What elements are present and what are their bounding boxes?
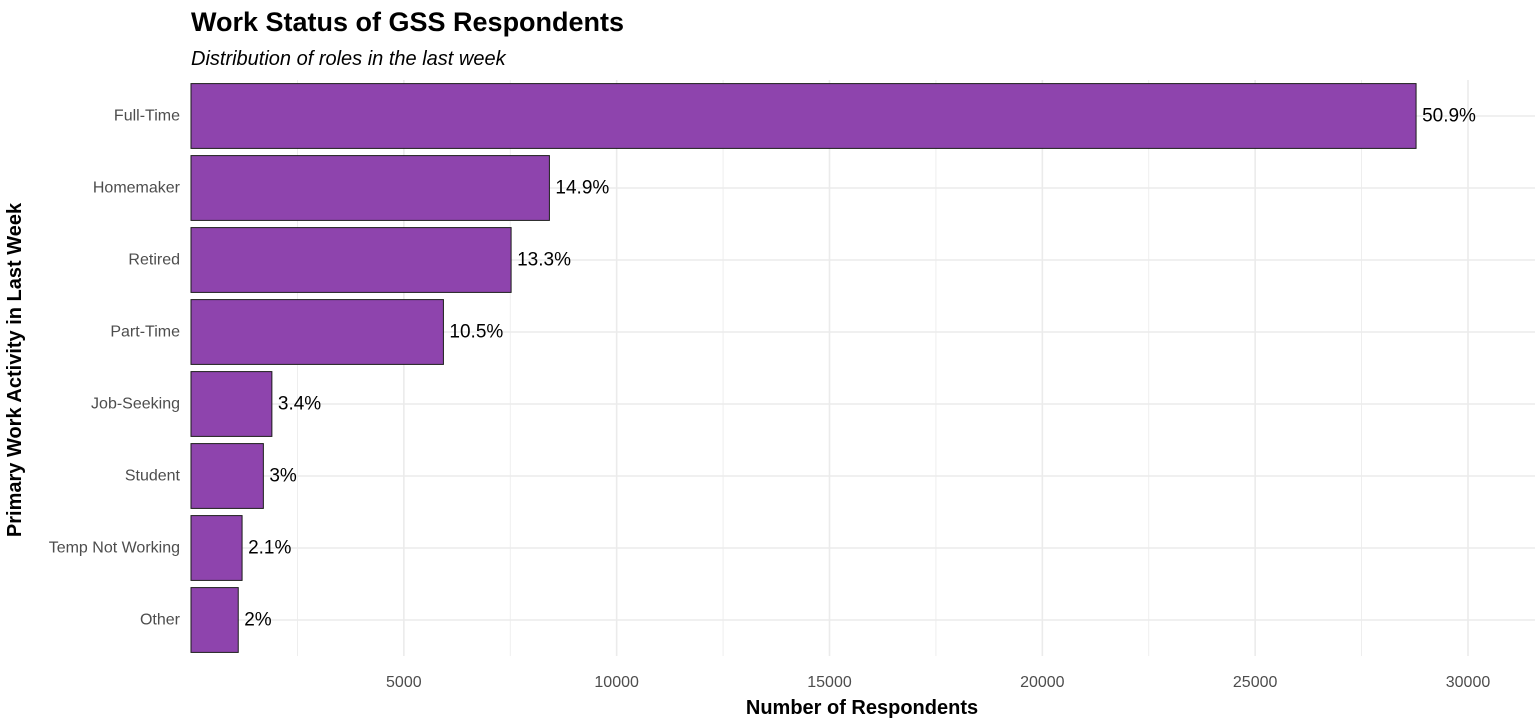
x-tick-label: 25000	[1233, 674, 1278, 691]
bar	[190, 155, 550, 221]
chart-subtitle: Distribution of roles in the last week	[191, 48, 507, 70]
bar-value-label: 14.9%	[555, 178, 609, 199]
y-tick-label: Student	[125, 468, 181, 485]
bar-value-label: 2.1%	[248, 538, 291, 559]
y-tick-label: Retired	[128, 252, 180, 269]
bar-value-label: 13.3%	[517, 250, 571, 271]
y-tick-label: Part-Time	[110, 324, 180, 341]
x-tick-label: 20000	[1020, 674, 1065, 691]
y-tick-labels: Full-Time Homemaker Retired Part-Time Job-Se…	[49, 108, 181, 629]
bar	[190, 299, 444, 365]
bar-value-label: 2%	[244, 610, 272, 631]
chart-title: Work Status of GSS Respondents	[191, 7, 624, 37]
bar-value-label: 3.4%	[278, 394, 321, 415]
bar	[190, 83, 1417, 149]
y-tick-label: Other	[140, 612, 181, 629]
bar-value-label: 3%	[269, 466, 297, 487]
bar	[190, 443, 264, 509]
x-tick-label: 30000	[1446, 674, 1491, 691]
y-tick-label: Job-Seeking	[91, 396, 180, 413]
x-axis-title: Number of Respondents	[746, 697, 978, 719]
y-tick-label: Temp Not Working	[49, 540, 180, 557]
x-tick-label: 15000	[807, 674, 852, 691]
bar	[190, 515, 243, 581]
y-tick-label: Full-Time	[114, 108, 180, 125]
bar	[190, 371, 273, 437]
y-tick-label: Homemaker	[93, 180, 181, 197]
data-labels: 50.9% 14.9% 13.3% 10.5% 3.4% 3% 2.1% 2%	[244, 106, 1476, 631]
bar-value-label: 10.5%	[449, 322, 503, 343]
y-axis-title: Primary Work Activity in Last Week	[4, 202, 26, 537]
x-tick-label: 5000	[386, 674, 422, 691]
bar	[190, 587, 239, 653]
x-tick-label: 10000	[594, 674, 639, 691]
bar	[190, 227, 512, 293]
bar-value-label: 50.9%	[1422, 106, 1476, 127]
bars	[190, 83, 1417, 653]
x-tick-labels: 5000 10000 15000 20000 25000 30000	[386, 674, 1490, 691]
